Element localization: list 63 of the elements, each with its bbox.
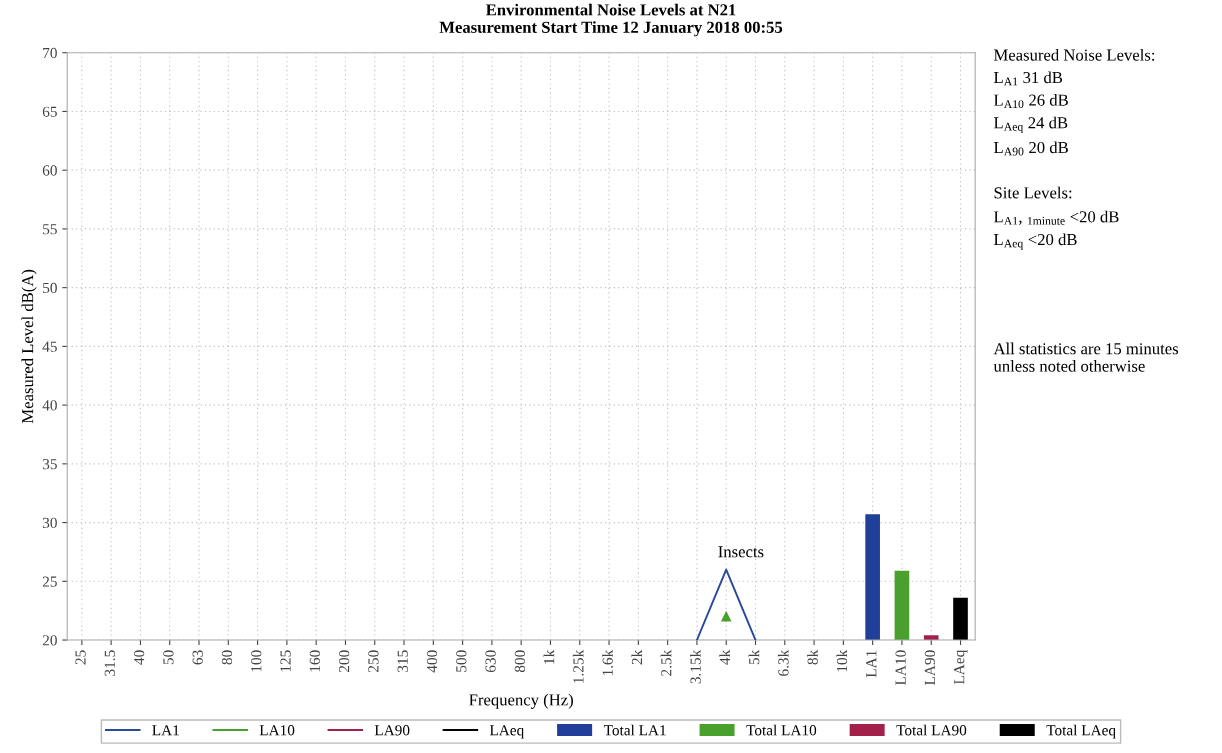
x-tick-label: 10k [836, 649, 848, 672]
y-tick-label: 20 [42, 635, 57, 646]
x-tick-label: 40 [133, 650, 145, 665]
chart-title: Environmental Noise Levels at N21 Measurement Start Time 12 January 2018 00:55 [439, 3, 783, 37]
x-tick-label: 800 [514, 650, 526, 673]
x-tick-label: 1.6k [602, 649, 613, 676]
x-tick-label: 31.5 [104, 650, 116, 676]
x-tick-label: 315 [397, 650, 408, 672]
legend-label: Total LA10 [746, 724, 817, 736]
legend-label: Total LA90 [896, 724, 967, 736]
annotation: Insects [718, 546, 764, 558]
y-tick-label: 45 [42, 341, 57, 352]
x-tick-label: LA90 [924, 650, 936, 685]
y-tick-label: 40 [42, 400, 57, 411]
x-tick-label: 250 [368, 650, 379, 673]
x-tick-label: LA1 [866, 650, 877, 678]
y-tick-label: 65 [42, 106, 57, 117]
legend-label: LA10 [259, 725, 295, 736]
y-tick-label: 70 [43, 47, 57, 59]
text: Site Levels: [994, 186, 1072, 199]
x-tick-label: LAeq [954, 650, 968, 685]
legend-label: LA90 [374, 725, 410, 736]
x-tick-label: 200 [338, 650, 350, 673]
text: L$_{A1}$, $_{1minute}$ <20 dB [993, 210, 1119, 225]
text: L$_{A10}$ 26 dB [993, 94, 1068, 108]
y-tick-label: 25 [42, 576, 57, 587]
x-tick-label: 1.25k [572, 649, 584, 683]
x-tick-label: LA10 [895, 650, 906, 685]
legend-label: LAeq [489, 725, 524, 739]
x-tick-label: 50 [163, 650, 174, 665]
y-tick-label: 30 [42, 517, 57, 529]
x-tick-label: 500 [456, 650, 467, 672]
x-tick-label: 400 [426, 650, 438, 673]
x-tick-label: 25 [75, 650, 86, 665]
text: L$_{A1}$ 31 dB [993, 71, 1063, 86]
x-tick-label: 63 [192, 650, 203, 665]
text: Measured Noise Levels: [993, 48, 1155, 61]
x-tick-label: 6.3k [777, 649, 789, 676]
x-tick-label: 2k [631, 649, 643, 665]
legend-label: Total LA1 [603, 724, 666, 736]
x-tick-label: 160 [309, 650, 320, 672]
y-tick-label: 60 [42, 165, 57, 176]
y-tick-label: 50 [43, 282, 57, 294]
x-tick-label: 630 [485, 650, 496, 673]
y-tick-label: 55 [43, 224, 57, 235]
text: L$_{Aeq}$ 24 dB [993, 116, 1068, 134]
x-tick-label: 1k [543, 649, 555, 664]
x-tick-label: 2.5k [660, 649, 672, 676]
x-tick-label: 80 [221, 650, 233, 665]
x-axis-title: Frequency (Hz) [469, 693, 573, 709]
x-tick-label: 3.15k [689, 649, 701, 684]
text: L$_{Aeq}$ <20 dB [993, 233, 1077, 250]
x-tick-label: 125 [280, 650, 291, 672]
x-tick-label: 8k [807, 649, 818, 665]
x-tick-label: 100 [251, 650, 262, 672]
x-tick-label: 5k [748, 649, 760, 665]
legend-label: LA1 [152, 725, 179, 736]
text: All statistics are 15 minutes unless noted otherwise [993, 342, 1179, 372]
legend-label: Total LAeq [1046, 724, 1116, 739]
y-tick-label: 35 [42, 459, 57, 470]
y-axis-title: Measured Level dB(A) [21, 269, 37, 424]
x-tick-label: 4k [719, 649, 730, 665]
text: L$_{A90}$ 20 dB [993, 141, 1068, 156]
